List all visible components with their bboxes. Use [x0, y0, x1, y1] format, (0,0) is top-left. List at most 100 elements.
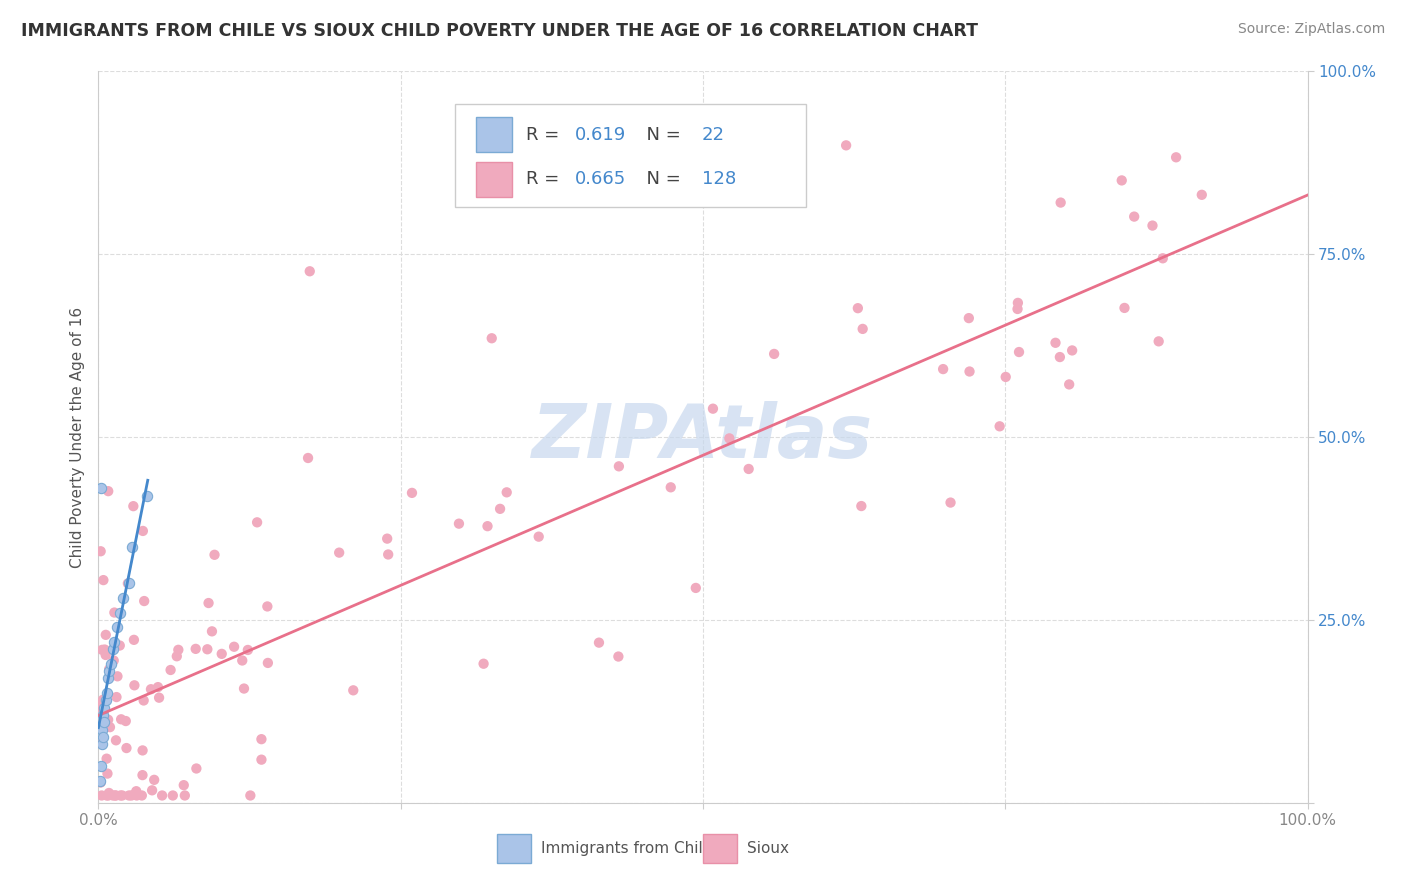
Point: [195, 642, 218, 657]
Point: [959, 364, 981, 378]
Point: [100, 657, 122, 671]
Point: [141, 783, 163, 797]
Point: [98, 720, 121, 734]
Point: [91, 708, 114, 723]
Text: 22: 22: [702, 126, 724, 144]
Text: R =: R =: [526, 170, 565, 188]
Point: [1123, 210, 1146, 224]
Point: [988, 419, 1011, 434]
Point: [91, 730, 114, 744]
Point: [211, 647, 233, 661]
Point: [201, 624, 224, 639]
Point: [96, 766, 118, 780]
Point: [763, 347, 786, 361]
Point: [1142, 219, 1164, 233]
Point: [257, 656, 280, 670]
Point: [104, 733, 127, 747]
Point: [607, 649, 630, 664]
Point: [204, 548, 226, 562]
Point: [159, 663, 181, 677]
Point: [377, 548, 399, 562]
Point: [143, 772, 166, 787]
Point: [103, 654, 125, 668]
Point: [135, 489, 157, 503]
Point: [250, 753, 273, 767]
Point: [328, 546, 350, 560]
FancyBboxPatch shape: [475, 161, 512, 197]
Point: [89, 773, 111, 788]
Point: [1062, 343, 1084, 358]
Point: [90, 544, 112, 558]
Point: [197, 596, 219, 610]
Point: [89, 698, 111, 712]
Text: 0.665: 0.665: [575, 170, 626, 188]
Point: [167, 642, 190, 657]
Point: [1045, 335, 1067, 350]
Point: [588, 635, 610, 649]
Point: [96, 686, 118, 700]
Point: [447, 516, 470, 531]
Point: [125, 789, 148, 803]
Text: Source: ZipAtlas.com: Source: ZipAtlas.com: [1237, 22, 1385, 37]
Point: [91, 723, 114, 737]
Point: [111, 591, 134, 605]
Point: [1007, 296, 1029, 310]
Point: [111, 789, 134, 803]
Point: [236, 643, 259, 657]
Point: [91, 643, 114, 657]
Point: [846, 301, 869, 315]
Point: [89, 700, 111, 714]
Point: [1152, 252, 1174, 266]
Point: [939, 495, 962, 509]
Point: [90, 737, 112, 751]
Point: [702, 401, 724, 416]
Point: [932, 362, 955, 376]
Point: [148, 690, 170, 705]
Text: IMMIGRANTS FROM CHILE VS SIOUX CHILD POVERTY UNDER THE AGE OF 16 CORRELATION CHA: IMMIGRANTS FROM CHILE VS SIOUX CHILD POV…: [21, 22, 979, 40]
Point: [91, 693, 114, 707]
Point: [132, 524, 155, 538]
Point: [852, 322, 875, 336]
Point: [98, 662, 121, 676]
Point: [101, 642, 124, 657]
Point: [239, 789, 262, 803]
Point: [162, 789, 184, 803]
Point: [256, 599, 278, 614]
FancyBboxPatch shape: [456, 104, 806, 207]
Point: [607, 459, 630, 474]
Point: [96, 752, 118, 766]
Point: [166, 649, 188, 664]
Point: [93, 700, 115, 714]
Point: [1147, 334, 1170, 349]
Point: [851, 499, 873, 513]
Point: [146, 680, 169, 694]
Point: [104, 789, 127, 803]
Point: [124, 678, 146, 692]
Text: Immigrants from Chile: Immigrants from Chile: [541, 840, 713, 855]
Point: [91, 737, 114, 751]
Point: [1191, 187, 1213, 202]
Point: [122, 632, 145, 647]
Point: [131, 743, 153, 757]
Point: [94, 693, 117, 707]
Text: 0.619: 0.619: [575, 126, 626, 144]
Y-axis label: Child Poverty Under the Age of 16: Child Poverty Under the Age of 16: [69, 307, 84, 567]
Point: [108, 606, 131, 620]
Point: [90, 481, 112, 495]
Point: [131, 768, 153, 782]
Point: [342, 683, 364, 698]
Text: Sioux: Sioux: [747, 840, 789, 855]
Point: [118, 789, 141, 803]
Point: [298, 264, 321, 278]
Point: [139, 682, 162, 697]
Point: [685, 581, 707, 595]
Point: [97, 789, 120, 803]
Point: [122, 499, 145, 513]
FancyBboxPatch shape: [703, 833, 737, 863]
Point: [375, 532, 398, 546]
Point: [184, 641, 207, 656]
Point: [659, 480, 682, 494]
Point: [186, 762, 208, 776]
Point: [233, 681, 256, 696]
Text: R =: R =: [526, 126, 565, 144]
